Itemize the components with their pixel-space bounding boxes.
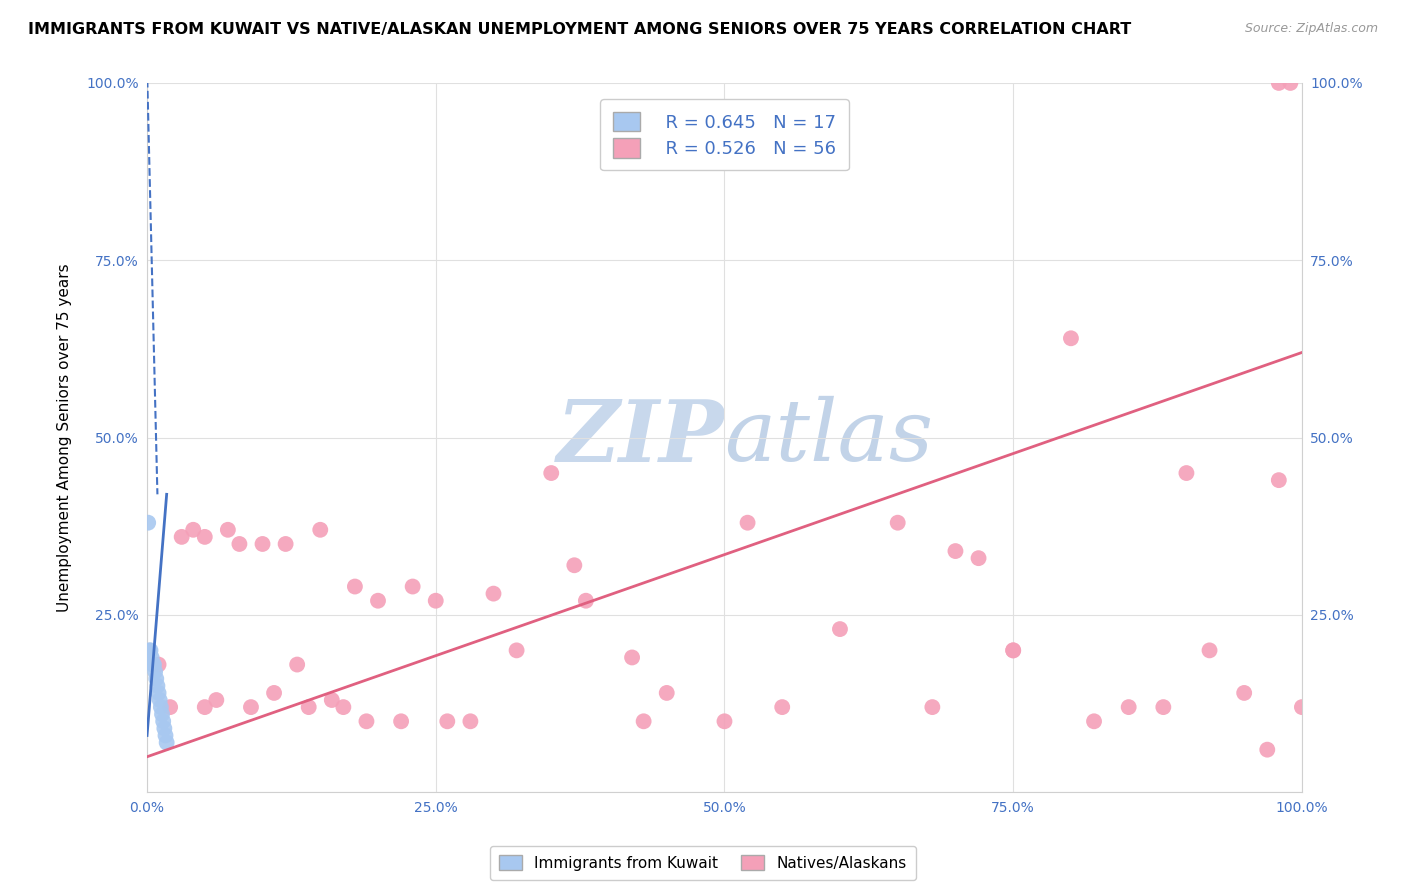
Point — [142, 657, 165, 672]
Point — [1002, 643, 1025, 657]
Point — [425, 593, 447, 607]
Point — [170, 530, 193, 544]
Point — [321, 693, 343, 707]
Point — [143, 665, 166, 679]
Point — [1256, 742, 1278, 756]
Point — [152, 714, 174, 729]
Point — [149, 693, 172, 707]
Point — [138, 643, 160, 657]
Point — [356, 714, 378, 729]
Point — [148, 657, 170, 672]
Point — [1198, 643, 1220, 657]
Point — [148, 686, 170, 700]
Point — [1279, 76, 1302, 90]
Point — [285, 657, 308, 672]
Point — [146, 679, 169, 693]
Point — [139, 643, 162, 657]
Point — [217, 523, 239, 537]
Point — [159, 700, 181, 714]
Point — [181, 523, 204, 537]
Point — [145, 672, 167, 686]
Point — [460, 714, 482, 729]
Point — [1118, 700, 1140, 714]
Y-axis label: Unemployment Among Seniors over 75 years: Unemployment Among Seniors over 75 years — [58, 263, 72, 612]
Point — [1291, 700, 1313, 714]
Point — [967, 551, 990, 566]
Point — [1233, 686, 1256, 700]
Point — [263, 686, 285, 700]
Point — [156, 735, 179, 749]
Point — [1083, 714, 1105, 729]
Point — [575, 593, 598, 607]
Text: Source: ZipAtlas.com: Source: ZipAtlas.com — [1244, 22, 1378, 36]
Point — [1152, 700, 1174, 714]
Point — [401, 580, 423, 594]
Point — [367, 593, 389, 607]
Legend: Immigrants from Kuwait, Natives/Alaskans: Immigrants from Kuwait, Natives/Alaskans — [491, 846, 915, 880]
Point — [828, 622, 851, 636]
Point — [149, 700, 172, 714]
Point — [713, 714, 735, 729]
Point — [436, 714, 458, 729]
Point — [1002, 643, 1025, 657]
Point — [343, 580, 366, 594]
Point — [505, 643, 527, 657]
Point — [205, 693, 228, 707]
Point — [142, 657, 165, 672]
Point — [921, 700, 943, 714]
Point — [482, 587, 505, 601]
Point — [252, 537, 274, 551]
Point — [540, 466, 562, 480]
Point — [1268, 473, 1291, 487]
Point — [770, 700, 793, 714]
Point — [136, 516, 159, 530]
Text: IMMIGRANTS FROM KUWAIT VS NATIVE/ALASKAN UNEMPLOYMENT AMONG SENIORS OVER 75 YEAR: IMMIGRANTS FROM KUWAIT VS NATIVE/ALASKAN… — [28, 22, 1132, 37]
Point — [621, 650, 644, 665]
Point — [633, 714, 655, 729]
Point — [153, 722, 176, 736]
Point — [1175, 466, 1198, 480]
Point — [389, 714, 412, 729]
Point — [155, 729, 177, 743]
Point — [309, 523, 332, 537]
Point — [228, 537, 250, 551]
Point — [194, 530, 217, 544]
Point — [150, 707, 173, 722]
Point — [562, 558, 585, 573]
Point — [945, 544, 967, 558]
Point — [886, 516, 908, 530]
Legend:   R = 0.645   N = 17,   R = 0.526   N = 56: R = 0.645 N = 17, R = 0.526 N = 56 — [600, 99, 849, 170]
Point — [1060, 331, 1083, 345]
Point — [298, 700, 321, 714]
Point — [655, 686, 678, 700]
Text: ZIP: ZIP — [557, 396, 724, 479]
Point — [274, 537, 297, 551]
Text: atlas: atlas — [724, 396, 934, 479]
Point — [141, 650, 163, 665]
Point — [1268, 76, 1291, 90]
Point — [737, 516, 759, 530]
Point — [332, 700, 354, 714]
Point — [194, 700, 217, 714]
Point — [239, 700, 262, 714]
